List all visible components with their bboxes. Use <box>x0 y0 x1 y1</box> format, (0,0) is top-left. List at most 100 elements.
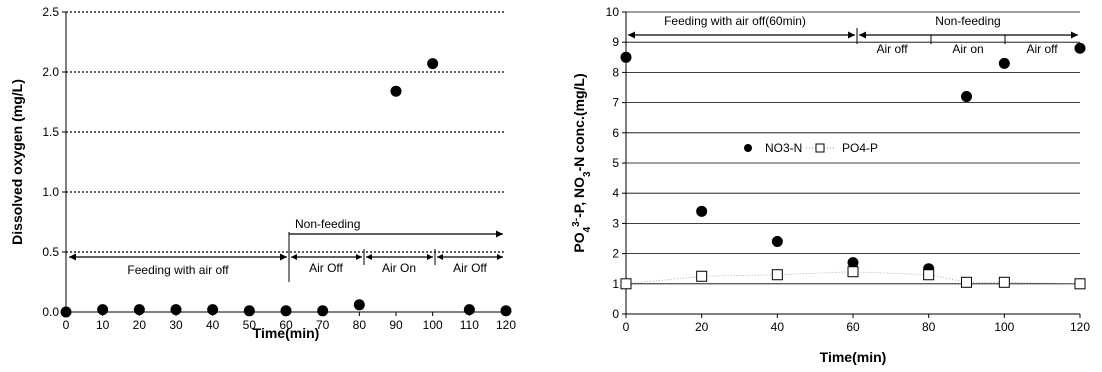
c2-y-tick-label: 10 <box>606 5 620 19</box>
c2-y-tick-label: 0 <box>612 307 619 321</box>
c1-data-point <box>317 305 329 317</box>
c1-nonfeed-arrowhead <box>496 230 503 238</box>
c2-data-point <box>998 276 1010 288</box>
c1-feeding-arrowhead-left <box>69 253 76 261</box>
c2-x-axis-title: Time(min) <box>820 349 887 365</box>
c1-y-tick-label: 1.0 <box>42 185 59 199</box>
c2-x-tick-label: 20 <box>695 320 709 334</box>
c2-y-axis-title: PO43--P, NO3-N conc.(mg/L) <box>571 73 593 252</box>
c1-data-point <box>97 304 109 316</box>
c1-airon-arrowhead-right <box>427 254 433 260</box>
c1-y-tick-label: 1.5 <box>42 125 59 139</box>
c2-y-tick-label: 5 <box>612 156 619 170</box>
c2-data-point <box>620 278 632 290</box>
c2-x-tick-label: 0 <box>623 320 630 334</box>
c1-airoff1-arrowhead-left <box>291 254 297 260</box>
c1-x-tick-label: 100 <box>423 318 443 332</box>
c1-x-tick-label: 110 <box>460 318 479 332</box>
c2-data-point <box>1074 278 1086 290</box>
c1-y-axis-title: Dissolved oxygen (mg/L) <box>9 79 25 245</box>
c2-y-tick-label: 8 <box>612 65 619 79</box>
c1-data-point <box>390 85 402 97</box>
c1-data-point <box>133 304 145 316</box>
c1-x-tick-label: 0 <box>63 318 70 332</box>
c1-data-point <box>280 305 292 317</box>
c1-data-point <box>170 304 182 316</box>
c1-y-tick-label: 2.5 <box>42 5 59 19</box>
c1-airoff2-arrowhead-right <box>497 254 503 260</box>
c1-y-tick-label: 0.0 <box>42 305 59 319</box>
c1-nonfeed-label: Non-feeding <box>295 217 360 231</box>
c1-data-point <box>427 58 439 70</box>
c1-data-point <box>243 305 255 317</box>
c2-x-tick-label: 100 <box>994 320 1014 334</box>
c2-data-point <box>696 205 708 217</box>
c1-feeding-arrowhead-right <box>280 253 287 261</box>
c2-x-tick-label: 80 <box>922 320 936 334</box>
c2-legend-label-no3: NO3-N <box>765 141 802 155</box>
c2-data-point <box>923 269 935 281</box>
c2-legend-label-po4: PO4-P <box>842 141 878 155</box>
c2-y-tick-label: 2 <box>612 247 619 261</box>
chart-nutrient-concentration: 0 1 2 3 4 5 6 7 8 9 10 0 20 40 60 80 100 120 Feeding wit… <box>571 5 1091 365</box>
c1-x-tick-label: 20 <box>133 318 147 332</box>
c1-x-tick-label: 10 <box>96 318 110 332</box>
c1-data-point <box>500 305 512 317</box>
c2-data-point <box>998 57 1010 69</box>
c1-x-tick-label: 40 <box>206 318 220 332</box>
c1-airoff1-label: Air Off <box>309 261 343 275</box>
c2-y-tick-label: 1 <box>612 277 619 291</box>
c2-data-point <box>1074 42 1086 54</box>
c1-annotations: Feeding with air off Non-feeding Air Off… <box>69 217 503 282</box>
c2-nonfeed-arrowhead-right <box>1071 31 1078 39</box>
c2-legend: NO3-N PO4-P <box>744 141 878 155</box>
c1-x-tick-label: 30 <box>169 318 183 332</box>
c2-x-tick-label: 120 <box>1070 320 1090 334</box>
c1-x-tick-label: 50 <box>243 318 257 332</box>
c2-y-tick-label: 7 <box>612 96 619 110</box>
c1-data-point <box>463 304 475 316</box>
c2-airoff2-label: Air off <box>1026 42 1058 56</box>
c1-x-tick-label: 90 <box>389 318 403 332</box>
c1-y-tick-label: 0.5 <box>42 245 59 259</box>
c2-annotations: Feeding with air off(60min) Non-feeding … <box>628 14 1078 56</box>
c2-x-tick-label: 40 <box>771 320 785 334</box>
c2-data-point <box>961 91 972 103</box>
c2-y-tick-label: 4 <box>612 186 619 200</box>
c1-feeding-label: Feeding with air off <box>127 263 229 277</box>
c1-x-tick-label: 70 <box>316 318 330 332</box>
c2-data-point <box>847 257 859 269</box>
c2-x-tick-label: 60 <box>846 320 860 334</box>
c2-airon-label: Air on <box>952 42 983 56</box>
c1-data-point <box>60 306 72 318</box>
c2-data-point <box>696 270 708 282</box>
c2-legend-marker-no3 <box>744 144 752 152</box>
c2-data-point <box>771 269 783 281</box>
c2-data-point <box>620 51 632 63</box>
c1-airon-label: Air On <box>382 261 416 275</box>
c2-data-point <box>961 276 972 288</box>
c1-data-point <box>353 299 365 311</box>
c2-y-tick-label: 6 <box>612 126 619 140</box>
c1-airoff2-label: Air Off <box>453 261 487 275</box>
c1-x-tick-label: 120 <box>496 318 516 332</box>
chart-dissolved-oxygen: 0.0 0.5 1.0 1.5 2.0 2.5 0 10 20 30 40 50 60 70 80 90 10… <box>9 5 516 341</box>
c1-x-tick-label: 60 <box>279 318 293 332</box>
c1-airoff1-arrowhead-right <box>356 254 362 260</box>
c2-data-point <box>847 266 859 278</box>
c2-feeding-arrowhead-left <box>628 31 635 39</box>
c1-airoff2-arrowhead-left <box>437 254 443 260</box>
c2-airoff1-label: Air off <box>876 42 908 56</box>
c2-nonfeed-arrowhead-left <box>859 31 866 39</box>
c2-y-tick-label: 9 <box>612 35 619 49</box>
c1-data-point <box>207 304 219 316</box>
c1-y-tick-label: 2.0 <box>42 65 59 79</box>
c2-y-tick-label: 3 <box>612 216 619 230</box>
c2-data-point <box>771 236 783 248</box>
c2-legend-marker-po4 <box>815 143 825 153</box>
c1-x-tick-label: 80 <box>353 318 367 332</box>
c1-x-axis-title: Time(min) <box>253 325 320 341</box>
c1-airon-arrowhead-left <box>366 254 372 260</box>
c2-feeding-label: Feeding with air off(60min) <box>664 14 806 28</box>
